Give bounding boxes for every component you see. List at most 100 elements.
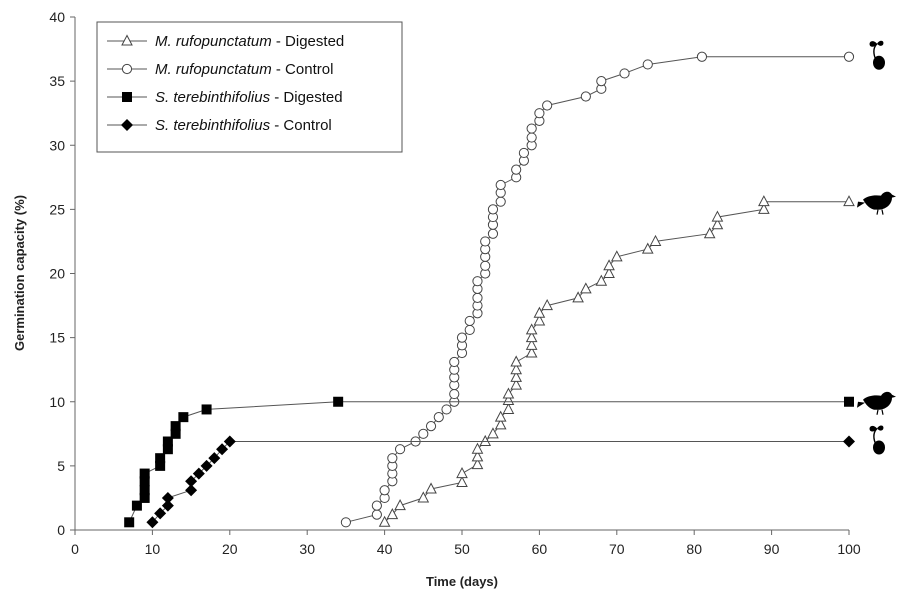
seedling-icon: [869, 425, 885, 455]
bird-icon: [857, 191, 896, 215]
series-3: [146, 435, 855, 529]
data-point: [642, 59, 653, 70]
y-tick-label: 35: [49, 73, 65, 89]
data-point: [843, 435, 855, 448]
legend-species: S. terebinthifolius: [155, 117, 271, 134]
data-point: [480, 260, 491, 271]
legend-box: [96, 21, 403, 153]
data-point: [170, 421, 181, 432]
data-point: [456, 332, 468, 343]
data-point: [333, 396, 344, 407]
data-point: [844, 396, 854, 407]
legend-treatment: - Digested: [270, 89, 343, 106]
data-point: [433, 412, 444, 423]
data-point: [487, 427, 499, 439]
data-point: [502, 402, 515, 414]
legend-label: S. terebinthifolius - Digested: [155, 89, 343, 106]
legend-species: M. rufopunctatum: [155, 61, 272, 78]
legend-entry: S. terebinthifolius - Digested: [107, 89, 343, 106]
data-point: [456, 475, 468, 488]
data-point: [525, 346, 538, 358]
tick-labels: 0 10 20 30 40 50 60 70 80 90 100 0 5 10 15 20 25 30 35 40: [49, 9, 860, 557]
data-point: [472, 292, 483, 303]
y-tick-label: 0: [57, 522, 65, 538]
legend-treatment: - Digested: [272, 33, 345, 50]
data-point: [758, 202, 770, 214]
legend-entry: S. terebinthifolius - Control: [107, 117, 332, 134]
legend-marker: [121, 34, 133, 46]
data-point: [379, 485, 390, 496]
data-point: [170, 428, 181, 439]
x-tick-label: 100: [837, 541, 861, 557]
data-point: [200, 459, 213, 472]
data-point: [487, 228, 499, 239]
data-point: [572, 291, 584, 303]
data-point: [580, 282, 592, 294]
data-point: [154, 507, 167, 520]
data-point: [510, 378, 523, 390]
data-point: [711, 210, 724, 222]
data-point: [162, 436, 173, 447]
data-point: [495, 179, 506, 191]
data-point: [525, 331, 538, 343]
legend-species: M. rufopunctatum: [155, 33, 272, 50]
x-tick-label: 70: [609, 541, 625, 557]
data-point: [510, 363, 523, 375]
data-point: [510, 370, 523, 382]
series-2: [124, 396, 854, 528]
data-point: [417, 491, 430, 503]
data-point: [603, 266, 615, 278]
y-tick-label: 15: [49, 330, 65, 346]
data-point: [378, 515, 391, 527]
x-tick-label: 10: [145, 541, 161, 557]
data-point: [216, 443, 229, 456]
data-point: [139, 485, 150, 496]
legend-marker: [121, 63, 133, 75]
data-point: [472, 276, 483, 287]
data-point: [201, 404, 212, 415]
series-line: [345, 56, 849, 523]
legend-label: M. rufopunctatum - Control: [155, 61, 333, 78]
data-point: [518, 147, 530, 159]
x-tick-label: 30: [299, 541, 315, 557]
data-point: [471, 458, 484, 470]
data-point: [418, 428, 429, 439]
data-point: [394, 444, 406, 455]
data-point: [495, 196, 506, 207]
data-point: [480, 236, 491, 247]
data-point: [192, 467, 205, 480]
data-point: [146, 516, 159, 529]
x-tick-label: 90: [764, 541, 780, 557]
data-point: [511, 164, 522, 175]
data-point: [649, 234, 662, 246]
data-point: [449, 388, 460, 400]
legend-entry: M. rufopunctatum - Control: [107, 61, 333, 78]
data-point: [155, 460, 166, 471]
data-point: [386, 508, 399, 520]
data-point: [843, 51, 855, 62]
data-point: [185, 475, 198, 488]
x-tick-label: 0: [71, 541, 79, 557]
series-line: [128, 401, 849, 523]
series-0: [378, 195, 855, 527]
legend-label: M. rufopunctatum - Digested: [155, 33, 344, 50]
data-point: [525, 338, 538, 350]
data-point: [479, 434, 492, 447]
series-1: [340, 51, 855, 528]
data-point: [526, 132, 537, 143]
data-point: [371, 509, 382, 520]
data-point: [371, 500, 382, 511]
series-line: [152, 441, 849, 523]
data-point: [139, 492, 150, 503]
legend-treatment: - Control: [272, 61, 334, 78]
end-icons: [857, 40, 896, 455]
data-point: [394, 499, 406, 511]
data-point: [161, 491, 174, 504]
data-point: [843, 195, 855, 207]
data-point: [471, 450, 484, 462]
x-axis-title: Time (days): [426, 574, 498, 589]
data-point: [696, 51, 708, 62]
data-point: [340, 517, 351, 528]
